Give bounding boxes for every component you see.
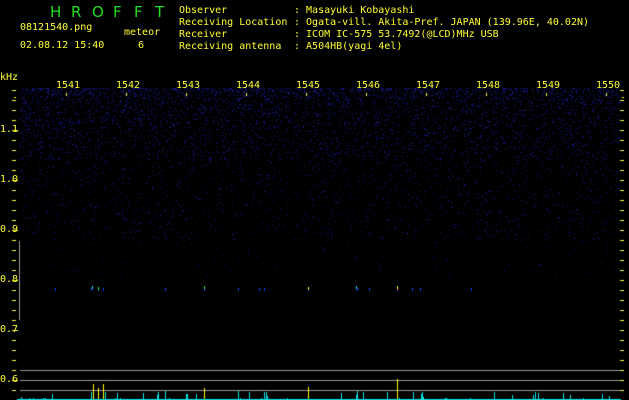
- y-tick-label: 0.9: [0, 224, 19, 235]
- y-tick-label: 1.1: [0, 124, 19, 135]
- info-label-antenna: Receiving antenna: [179, 41, 282, 52]
- y-tick-label: 0.6: [0, 374, 19, 385]
- meteor-label: meteor: [124, 27, 161, 38]
- x-tick-label: 1548: [475, 80, 501, 91]
- x-tick-label: 1550: [595, 80, 621, 91]
- x-tick-label: 1544: [235, 80, 261, 91]
- info-value-antenna: : A504HB(yagi 4el): [294, 41, 403, 52]
- title-letter: F: [134, 3, 143, 21]
- info-label-location: Receiving Location: [179, 17, 288, 28]
- x-tick-label: 1547: [415, 80, 441, 91]
- meteor-count: 6: [138, 40, 145, 51]
- title-letter: T: [155, 3, 165, 21]
- x-tick-label: 1542: [115, 80, 141, 91]
- info-value-location: : Ogata-vill. Akita-Pref. JAPAN (139.96E…: [294, 17, 590, 28]
- y-tick-label: 1.0: [0, 174, 19, 185]
- x-tick-label: 1546: [355, 80, 381, 91]
- info-label-receiver: Receiver: [179, 29, 228, 40]
- y-unit-label: kHz: [0, 72, 19, 83]
- x-tick-label: 1541: [55, 80, 81, 91]
- x-tick-label: 1549: [535, 80, 561, 91]
- x-tick-label: 1543: [175, 80, 201, 91]
- file-name: 08121540.png: [20, 22, 93, 33]
- title-letter: H: [50, 3, 62, 21]
- info-value-observer: : Masayuki Kobayashi: [294, 5, 415, 16]
- info-value-receiver: : ICOM IC-575 53.7492(@LCD)MHz USB: [294, 29, 499, 40]
- title-letter: O: [92, 3, 104, 21]
- title-letter: R: [71, 3, 82, 21]
- x-tick-label: 1545: [295, 80, 321, 91]
- title-letter: F: [113, 3, 122, 21]
- info-label-observer: Observer: [179, 5, 228, 16]
- y-tick-label: 0.8: [0, 274, 19, 285]
- y-tick-label: 0.7: [0, 324, 19, 335]
- timestamp: 02.08.12 15:40: [20, 40, 105, 51]
